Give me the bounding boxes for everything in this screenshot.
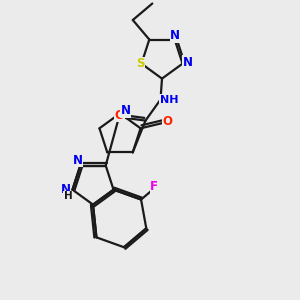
Text: N: N (61, 183, 71, 196)
Text: F: F (150, 180, 158, 193)
Text: N: N (183, 56, 193, 69)
Text: H: H (64, 191, 72, 201)
Text: S: S (136, 57, 144, 70)
Text: O: O (163, 115, 172, 128)
Text: N: N (170, 29, 180, 42)
Text: O: O (114, 109, 124, 122)
Text: N: N (73, 154, 83, 166)
Text: NH: NH (160, 94, 178, 105)
Text: N: N (120, 104, 130, 118)
